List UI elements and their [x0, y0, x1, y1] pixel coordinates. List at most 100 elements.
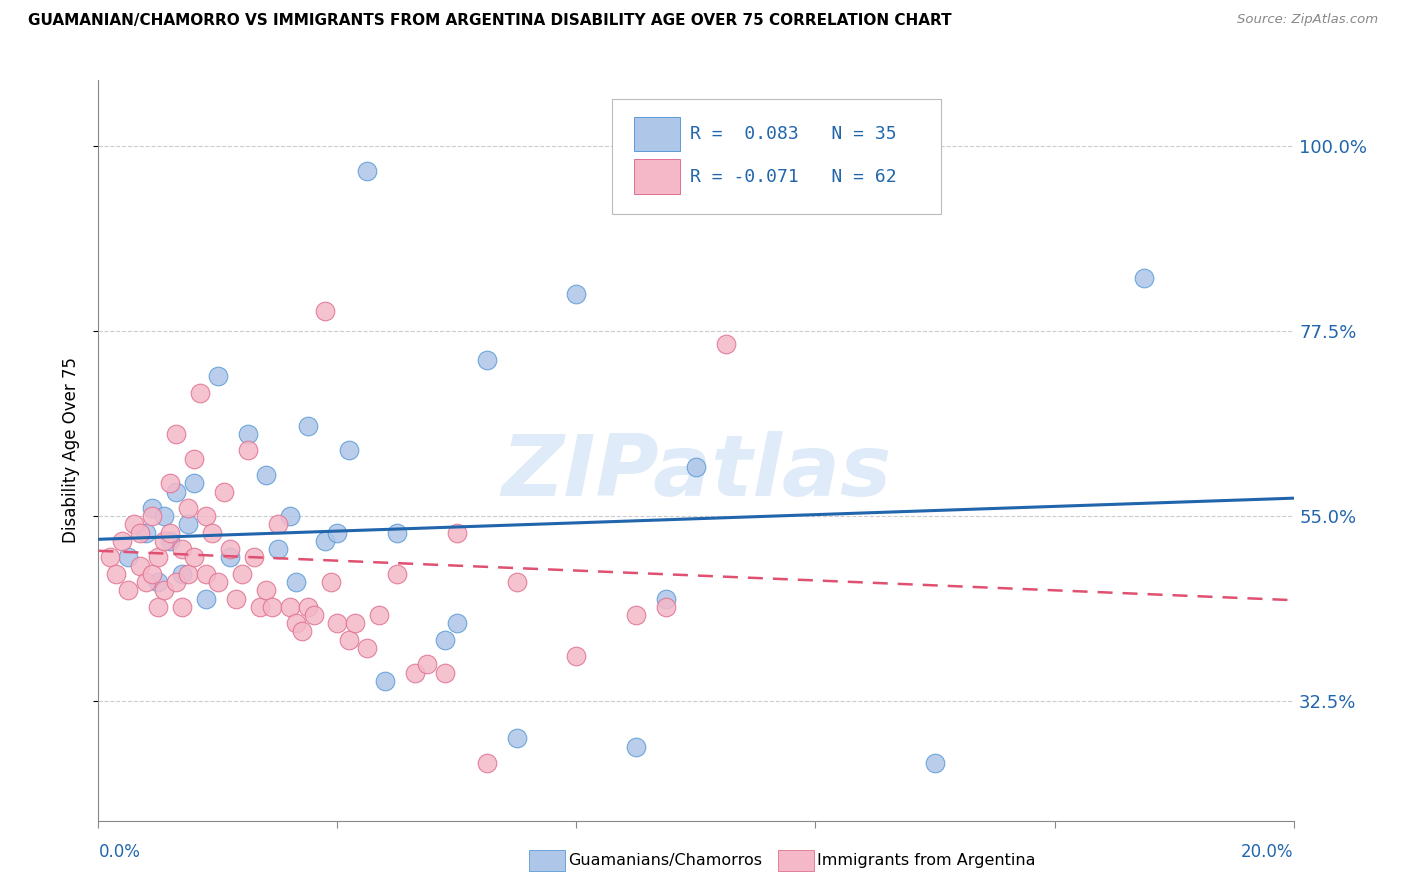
Point: [141, 509, 163, 524]
Point: [159, 476, 181, 491]
Point: [565, 649, 588, 664]
Point: [111, 533, 134, 548]
Text: GUAMANIAN/CHAMORRO VS IMMIGRANTS FROM ARGENTINA DISABILITY AGE OVER 75 CORRELATI: GUAMANIAN/CHAMORRO VS IMMIGRANTS FROM AR…: [28, 13, 952, 29]
Point: [291, 624, 314, 639]
FancyBboxPatch shape: [634, 160, 681, 194]
Point: [117, 583, 139, 598]
Point: [326, 616, 349, 631]
FancyBboxPatch shape: [634, 118, 681, 152]
Point: [506, 731, 529, 746]
Point: [183, 451, 205, 466]
Point: [302, 607, 325, 622]
Point: [195, 509, 218, 524]
Point: [153, 509, 176, 524]
Point: [212, 484, 235, 499]
Point: [446, 525, 468, 540]
Point: [1133, 270, 1156, 285]
Text: Source: ZipAtlas.com: Source: ZipAtlas.com: [1237, 13, 1378, 27]
Point: [207, 369, 229, 384]
Point: [159, 525, 181, 540]
Point: [321, 575, 343, 590]
Point: [315, 303, 337, 318]
Point: [236, 427, 259, 442]
Point: [188, 385, 211, 400]
Text: 0.0%: 0.0%: [98, 843, 141, 861]
Point: [385, 566, 409, 581]
Point: [183, 476, 205, 491]
Point: [207, 575, 229, 590]
Point: [129, 525, 152, 540]
Point: [278, 599, 301, 614]
Point: [434, 632, 457, 647]
Point: [219, 542, 242, 557]
Point: [124, 517, 146, 532]
Point: [506, 575, 529, 590]
Point: [141, 566, 163, 581]
Point: [135, 525, 157, 540]
Point: [165, 484, 187, 499]
Point: [344, 616, 367, 631]
Point: [148, 599, 170, 614]
Point: [297, 599, 319, 614]
Point: [626, 607, 648, 622]
Point: [297, 418, 319, 433]
Point: [117, 550, 139, 565]
FancyBboxPatch shape: [613, 99, 941, 213]
Point: [315, 533, 337, 548]
Point: [129, 558, 152, 573]
Point: [434, 665, 457, 680]
Point: [165, 427, 187, 442]
Point: [475, 756, 498, 770]
Point: [446, 616, 468, 631]
Point: [565, 287, 588, 301]
Point: [714, 336, 737, 351]
Point: [254, 468, 277, 483]
Point: [105, 566, 128, 581]
Text: R = -0.071   N = 62: R = -0.071 N = 62: [690, 168, 897, 186]
Point: [195, 591, 218, 606]
Text: Guamanians/Chamorros: Guamanians/Chamorros: [568, 854, 762, 868]
Point: [249, 599, 271, 614]
Point: [177, 517, 200, 532]
Point: [385, 525, 409, 540]
Point: [177, 501, 200, 516]
Point: [326, 525, 349, 540]
Point: [148, 575, 170, 590]
Point: [339, 443, 360, 458]
Point: [195, 566, 218, 581]
Point: [141, 501, 163, 516]
Point: [267, 517, 290, 532]
Point: [172, 542, 194, 557]
Y-axis label: Disability Age Over 75: Disability Age Over 75: [62, 358, 80, 543]
Point: [135, 575, 157, 590]
Point: [219, 550, 242, 565]
Point: [231, 566, 253, 581]
Point: [254, 583, 277, 598]
Point: [243, 550, 266, 565]
Text: ZIPatlas: ZIPatlas: [501, 431, 891, 514]
Text: 20.0%: 20.0%: [1241, 843, 1294, 861]
Point: [655, 591, 678, 606]
Point: [260, 599, 283, 614]
Point: [183, 550, 205, 565]
Point: [153, 583, 176, 598]
Point: [356, 163, 378, 178]
Point: [626, 739, 648, 754]
Point: [374, 673, 396, 688]
Point: [339, 632, 360, 647]
Point: [655, 599, 678, 614]
Point: [172, 566, 194, 581]
Point: [201, 525, 224, 540]
Text: Immigrants from Argentina: Immigrants from Argentina: [817, 854, 1035, 868]
Point: [165, 575, 187, 590]
Point: [404, 665, 426, 680]
Point: [685, 459, 707, 474]
Point: [159, 533, 181, 548]
Point: [267, 542, 290, 557]
Point: [475, 353, 498, 368]
Point: [100, 550, 122, 565]
Point: [236, 443, 259, 458]
Point: [284, 575, 307, 590]
Point: [177, 566, 200, 581]
Point: [416, 657, 439, 672]
